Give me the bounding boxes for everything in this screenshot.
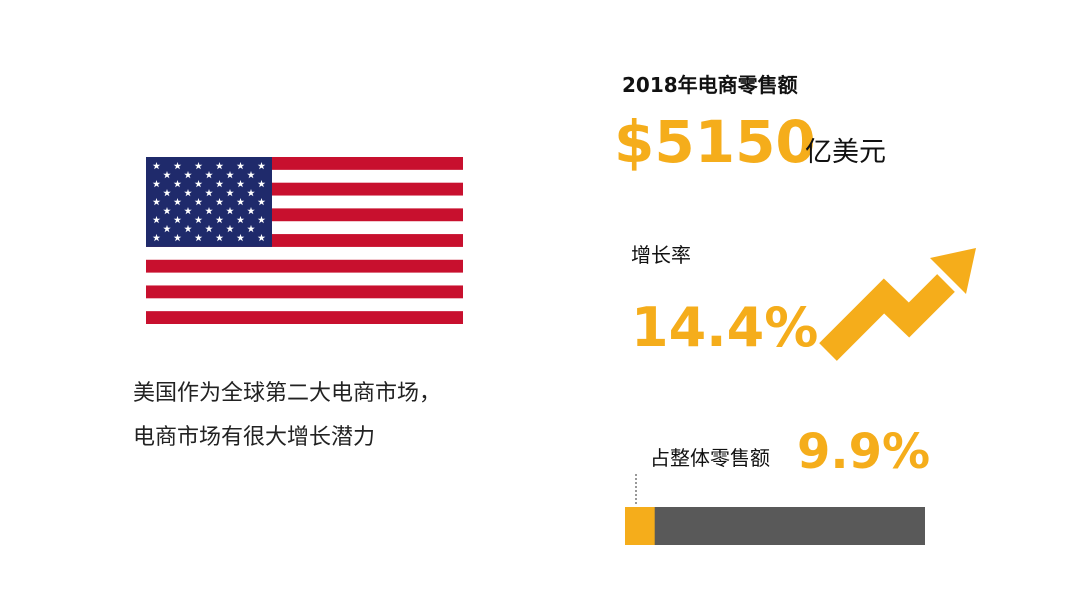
flag-star bbox=[152, 233, 161, 242]
flag-star bbox=[226, 224, 234, 233]
flag-star bbox=[152, 198, 161, 206]
flag-stripe bbox=[146, 285, 463, 299]
flag-star bbox=[205, 171, 213, 179]
flag-star bbox=[163, 224, 171, 233]
flag-star bbox=[184, 207, 192, 215]
flag-star bbox=[236, 198, 245, 206]
flag-star bbox=[205, 224, 213, 233]
flag-star bbox=[194, 162, 203, 170]
growth-rate: 14.4% bbox=[631, 296, 818, 359]
sales-unit: 亿美元 bbox=[805, 137, 886, 168]
flag-star bbox=[152, 162, 161, 170]
flag-star bbox=[257, 162, 266, 170]
flag-star bbox=[215, 162, 224, 170]
flag-star bbox=[215, 233, 224, 242]
growth-label: 增长率 bbox=[631, 243, 691, 267]
flag-star bbox=[184, 224, 192, 233]
description-line: 电商市场有很大增长潜力 bbox=[133, 425, 375, 450]
share-value: 9.9% bbox=[797, 424, 930, 480]
share-bar-fill bbox=[625, 507, 655, 545]
share-bar-track bbox=[625, 507, 925, 545]
flag-star bbox=[247, 171, 255, 179]
arrow-head bbox=[930, 248, 976, 294]
flag-star bbox=[205, 207, 213, 215]
flag-star bbox=[163, 189, 171, 197]
flag-star bbox=[173, 215, 182, 224]
flag-star bbox=[194, 233, 203, 242]
flag-stripe bbox=[146, 311, 463, 324]
flag-stripe bbox=[146, 259, 463, 273]
flag-canton bbox=[146, 157, 272, 247]
flag-star bbox=[215, 198, 224, 206]
description-line: 美国作为全球第二大电商市场， bbox=[133, 381, 441, 406]
growth-arrow bbox=[819, 248, 976, 361]
flag-star bbox=[163, 207, 171, 215]
flag-star bbox=[226, 207, 234, 215]
arrow-body bbox=[819, 274, 955, 361]
flag-star bbox=[173, 180, 182, 188]
flag-star bbox=[215, 215, 224, 224]
flag-star bbox=[257, 215, 266, 224]
flag-star bbox=[205, 189, 213, 197]
flag-star bbox=[152, 215, 161, 224]
us-flag bbox=[146, 157, 463, 324]
share-label: 占整体零售额 bbox=[650, 446, 770, 470]
flag-star bbox=[247, 189, 255, 197]
flag-star bbox=[236, 233, 245, 242]
flag-star bbox=[173, 162, 182, 170]
flag-star bbox=[236, 215, 245, 224]
flag-star bbox=[226, 171, 234, 179]
flag-star bbox=[226, 189, 234, 197]
sales-label: 2018年电商零售额 bbox=[622, 73, 798, 97]
flag-star bbox=[184, 171, 192, 179]
flag-star bbox=[236, 162, 245, 170]
flag-star bbox=[163, 171, 171, 179]
flag-star bbox=[247, 207, 255, 215]
sales-amount: $5150 bbox=[614, 108, 816, 176]
flag-star bbox=[215, 180, 224, 188]
flag-star bbox=[173, 198, 182, 206]
flag-star bbox=[194, 180, 203, 188]
flag-star bbox=[236, 180, 245, 188]
flag-star bbox=[194, 198, 203, 206]
flag-star bbox=[194, 215, 203, 224]
flag-star bbox=[257, 198, 266, 206]
flag-star bbox=[247, 224, 255, 233]
flag-star bbox=[152, 180, 161, 188]
flag-star bbox=[257, 180, 266, 188]
flag-star bbox=[173, 233, 182, 242]
flag-star bbox=[257, 233, 266, 242]
flag-star bbox=[184, 189, 192, 197]
